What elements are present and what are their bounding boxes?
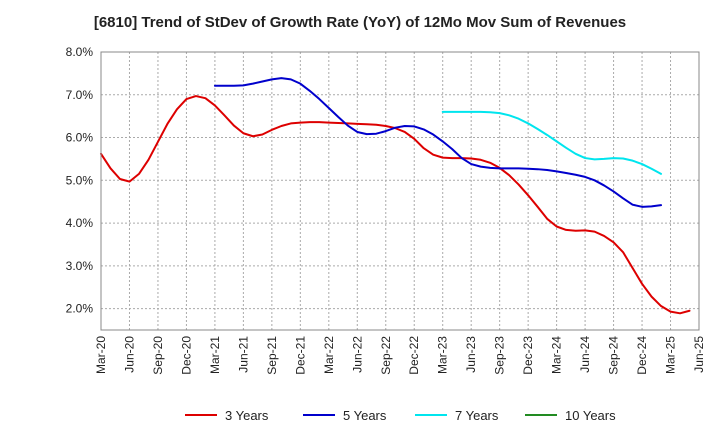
x-tick-label: Jun-24 [578,336,592,373]
x-tick-label: Mar-20 [94,336,108,374]
x-tick-label: Jun-20 [122,336,136,373]
y-tick-label: 8.0% [66,45,94,59]
data-series [100,77,691,315]
x-tick-label: Sep-22 [379,336,393,375]
legend-label: 5 Years [343,408,387,423]
legend-label: 3 Years [225,408,269,423]
legend: 3 Years 5 Years 7 Years 10 Years [185,408,616,423]
x-tick-label: Dec-22 [407,336,421,375]
chart-title: [6810] Trend of StDev of Growth Rate (Yo… [93,14,627,31]
y-tick-label: 2.0% [66,302,94,316]
series-line-5-years [213,77,663,208]
y-tick-label: 6.0% [66,131,94,145]
series-line-7-years [441,110,663,175]
legend-label: 10 Years [565,408,616,423]
x-tick-label: Dec-24 [635,336,649,375]
x-tick-label: Jun-23 [464,336,478,373]
plot-background [101,52,699,330]
x-tick-label: Mar-22 [322,336,336,374]
x-tick-label: Sep-23 [493,336,507,375]
x-tick-label: Dec-20 [179,336,193,375]
x-tick-label: Mar-21 [208,336,222,374]
x-tick-label: Sep-21 [265,336,279,375]
x-tick-label: Jun-21 [236,336,250,373]
x-tick-label: Jun-25 [692,336,706,373]
x-tick-label: Dec-23 [521,336,535,375]
y-tick-label: 4.0% [66,216,94,230]
x-tick-label: Mar-23 [436,336,450,374]
x-tick-label: Sep-20 [151,336,165,375]
x-tick-label: Dec-21 [293,336,307,375]
x-tick-label: Jun-22 [350,336,364,373]
x-tick-label: Mar-24 [550,336,564,374]
x-axis-ticks: Mar-20 Jun-20 Sep-20 Dec-20 Mar-21 Jun-21 Sep-… [94,336,706,375]
y-axis-ticks: 2.0% 3.0% 4.0% 5.0% 6.0% 7.0% 8.0% [66,45,94,316]
plot-border [100,51,700,331]
y-tick-label: 7.0% [66,88,94,102]
x-tick-label: Mar-25 [664,336,678,374]
legend-label: 7 Years [455,408,499,423]
x-tick-label: Sep-24 [607,336,621,375]
y-tick-label: 5.0% [66,173,94,187]
y-tick-label: 3.0% [66,259,94,273]
